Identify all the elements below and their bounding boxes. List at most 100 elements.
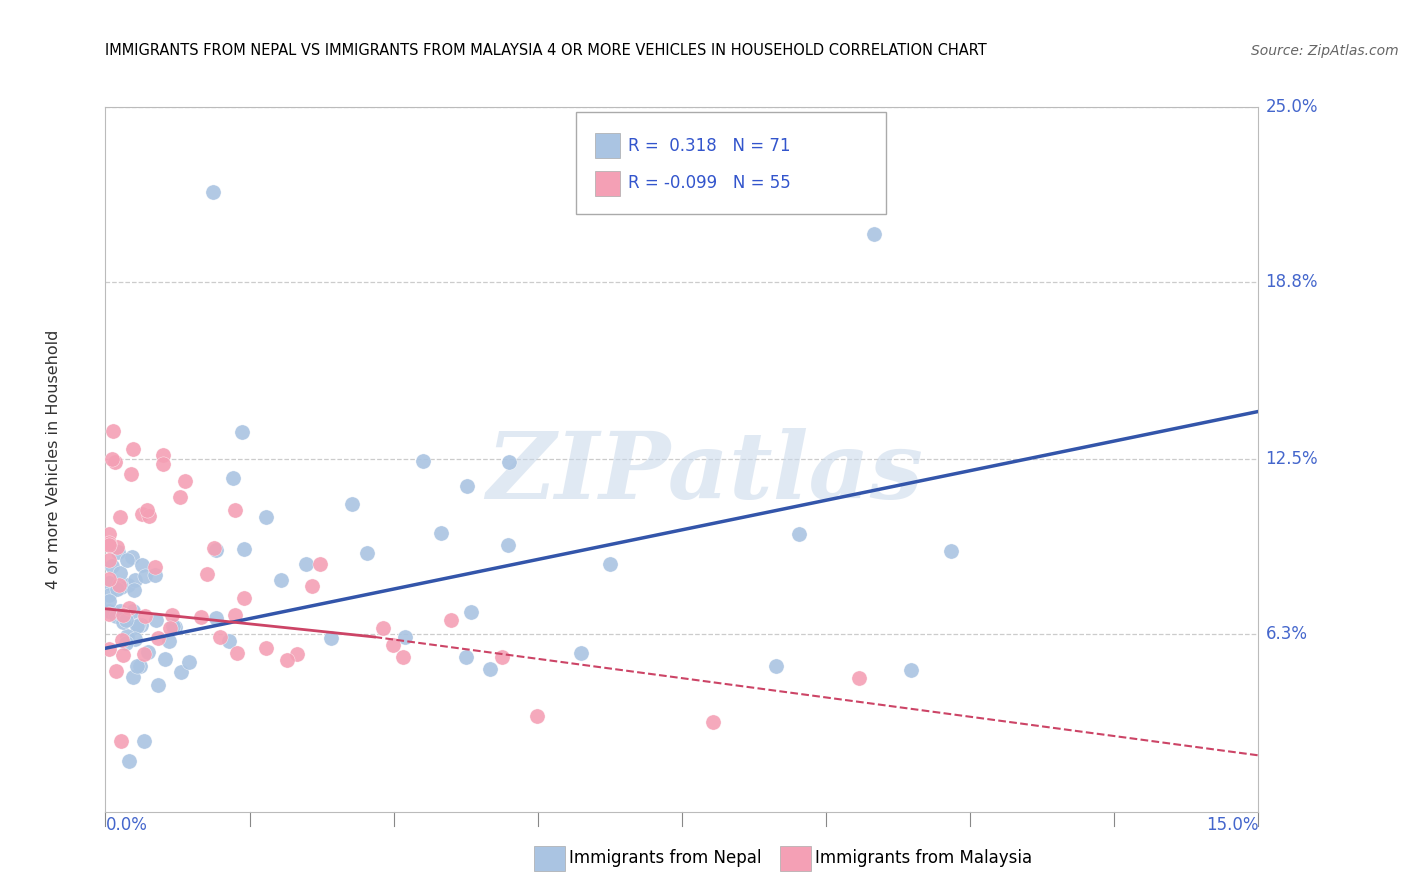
Point [111, 615, 134, 629]
Point [105, 540, 128, 554]
Point [98, 641, 121, 656]
Point [256, 641, 278, 656]
Point [115, 553, 138, 567]
Point [159, 621, 181, 635]
Text: 4 or more Vehicles in Household: 4 or more Vehicles in Household [46, 330, 60, 589]
Point [98, 604, 121, 618]
Point [127, 617, 149, 632]
Point [202, 185, 225, 199]
Text: Immigrants from Nepal: Immigrants from Nepal [569, 849, 762, 867]
Point [460, 605, 482, 619]
Point [148, 631, 170, 645]
Point [101, 424, 124, 438]
Point [110, 566, 132, 580]
Point [169, 665, 191, 679]
Text: Immigrants from Malaysia: Immigrants from Malaysia [815, 849, 1032, 867]
Point [231, 425, 253, 439]
Point [765, 658, 787, 673]
Point [232, 591, 254, 605]
Point [319, 632, 342, 646]
Point [900, 664, 922, 678]
Point [124, 574, 146, 588]
Point [135, 503, 157, 517]
Point [308, 557, 330, 571]
Point [143, 568, 166, 582]
Point [98, 589, 121, 603]
Point [108, 604, 131, 618]
Point [294, 557, 316, 571]
Point [131, 507, 153, 521]
Point [134, 568, 156, 582]
Point [232, 541, 254, 556]
Point [179, 655, 201, 669]
Point [430, 526, 453, 541]
Point [108, 578, 131, 592]
Text: 15.0%: 15.0% [1206, 816, 1258, 834]
Point [939, 543, 962, 558]
Point [122, 582, 145, 597]
Point [496, 538, 519, 552]
Point [218, 634, 240, 648]
Point [440, 613, 463, 627]
Point [111, 608, 134, 623]
Point [381, 638, 404, 652]
Point [287, 648, 309, 662]
Point [254, 509, 277, 524]
Point [111, 632, 134, 647]
Point [190, 610, 212, 624]
Point [132, 648, 155, 662]
Point [107, 544, 129, 558]
Point [134, 608, 156, 623]
Text: 18.8%: 18.8% [1265, 273, 1317, 291]
Point [225, 646, 247, 660]
Point [100, 452, 122, 467]
Point [127, 619, 149, 633]
Text: R = -0.099   N = 55: R = -0.099 N = 55 [628, 175, 792, 193]
Point [478, 662, 501, 676]
Point [128, 659, 150, 673]
Point [124, 632, 146, 647]
Point [115, 630, 138, 644]
Point [105, 582, 128, 596]
Point [122, 604, 145, 618]
Point [195, 567, 218, 582]
Point [98, 527, 121, 541]
Point [132, 734, 155, 748]
Point [129, 618, 152, 632]
Point [110, 734, 132, 748]
Point [205, 611, 228, 625]
Point [98, 594, 121, 608]
Point [121, 442, 143, 456]
Point [121, 550, 143, 565]
Point [301, 579, 323, 593]
Point [114, 613, 136, 627]
Text: Source: ZipAtlas.com: Source: ZipAtlas.com [1251, 44, 1399, 58]
Point [569, 646, 592, 660]
Point [145, 613, 167, 627]
Point [373, 621, 395, 635]
Point [122, 670, 145, 684]
Point [863, 227, 886, 241]
Point [392, 649, 415, 664]
Point [105, 609, 128, 624]
Point [138, 509, 160, 524]
Text: 25.0%: 25.0% [1265, 98, 1317, 116]
Point [394, 630, 416, 644]
Point [222, 471, 245, 485]
Point [202, 541, 225, 555]
Point [152, 448, 174, 462]
Text: IMMIGRANTS FROM NEPAL VS IMMIGRANTS FROM MALAYSIA 4 OR MORE VEHICLES IN HOUSEHOL: IMMIGRANTS FROM NEPAL VS IMMIGRANTS FROM… [105, 43, 987, 58]
Point [153, 652, 176, 666]
Point [98, 576, 121, 591]
Text: 0.0%: 0.0% [105, 816, 148, 834]
Point [342, 497, 364, 511]
Point [702, 715, 724, 730]
Point [848, 671, 870, 685]
Point [599, 557, 621, 571]
Point [112, 648, 135, 663]
Point [131, 558, 153, 573]
Point [162, 619, 184, 633]
Point [98, 573, 121, 587]
Point [526, 709, 548, 723]
Point [456, 479, 478, 493]
